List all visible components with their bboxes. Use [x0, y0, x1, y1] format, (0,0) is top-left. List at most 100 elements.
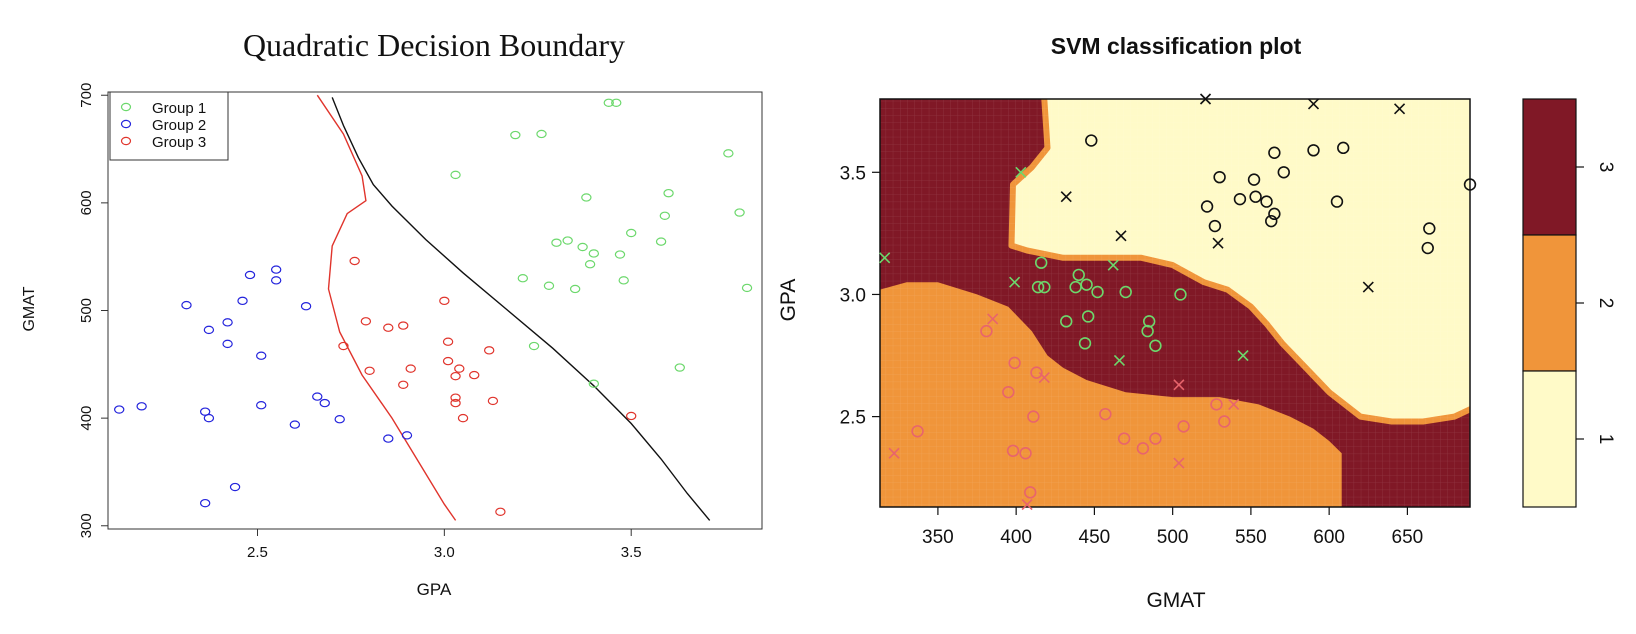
qda-point-group-1 [626, 228, 637, 238]
svm-point-class-3-circle [1078, 337, 1092, 350]
svm-point-class-1-circle [1085, 134, 1098, 147]
qda-scatter-points [114, 98, 753, 516]
svm-point-class-2-circle [1019, 447, 1032, 460]
legend-marker-group-1 [120, 102, 132, 112]
svm-point-class-2-cross [888, 447, 900, 459]
qda-point-group-2 [222, 318, 233, 327]
legend-label-group-3: Group 3 [152, 134, 206, 151]
svm-y-axis-label: GPA [777, 279, 800, 322]
qda-point-group-1 [734, 208, 745, 217]
svm-point-class-3-cross [1015, 166, 1027, 178]
svm-y-tick-label: 2.5 [840, 408, 866, 429]
svm-point-class-1-circle [1265, 214, 1278, 228]
svm-point-class-1-circle [1260, 195, 1273, 208]
legend-marker-group-2 [120, 119, 132, 129]
svm-point-class-2-circle [1117, 432, 1131, 445]
color-key-label-2: 2 [1595, 298, 1616, 309]
qda-point-group-2 [319, 398, 330, 408]
qda-point-group-1 [517, 274, 529, 283]
svm-point-class-1-cross [1212, 237, 1224, 249]
svm-point-class-1-circle [1330, 195, 1344, 208]
qda-x-tick-label: 3.5 [621, 544, 642, 561]
svm-x-tick-label: 650 [1392, 527, 1424, 548]
svm-point-class-2-circle [1136, 442, 1150, 455]
svm-point-class-2-cross [1173, 457, 1185, 469]
qda-point-group-1 [588, 379, 600, 388]
qda-axis-ticks: 2.5 3.0 3.5 300 400 500 600 700 [78, 83, 642, 561]
qda-point-group-2 [222, 339, 233, 349]
qda-boundary-red [316, 94, 457, 521]
qda-point-group-1 [569, 284, 581, 294]
color-key-level-1 [1522, 370, 1577, 508]
svm-point-class-2-circle [1024, 486, 1037, 499]
qda-point-group-3 [626, 411, 637, 421]
qda-point-group-1 [536, 129, 547, 139]
qda-point-group-3 [483, 346, 495, 355]
svm-point-class-3-cross [879, 252, 891, 264]
svm-point-class-2-circle [980, 324, 993, 338]
qda-point-group-1 [663, 188, 674, 198]
qda-point-group-1 [450, 170, 461, 180]
svm-y-tick-label: 3.5 [840, 163, 866, 184]
qda-point-group-3 [349, 256, 360, 266]
svm-point-class-2-cross [1173, 379, 1185, 391]
qda-point-group-3 [450, 393, 461, 402]
legend-label-group-2: Group 2 [152, 117, 206, 134]
qda-point-group-3 [398, 380, 409, 389]
svm-x-axis-label: GMAT [1146, 589, 1205, 612]
qda-point-group-1 [659, 211, 671, 220]
qda-point-group-2 [312, 392, 323, 401]
qda-x-tick-label: 3.0 [434, 544, 455, 561]
svm-point-class-3-circle [1174, 288, 1187, 301]
qda-point-group-3 [450, 371, 461, 381]
svm-point-class-3-cross [1107, 259, 1119, 271]
svm-point-class-1-circle [1463, 178, 1477, 191]
qda-point-group-2 [256, 351, 267, 360]
qda-point-group-3 [398, 321, 409, 330]
svm-y-tick-label: 3.0 [840, 285, 866, 306]
qda-point-group-3 [450, 398, 461, 408]
qda-y-axis-label: GMAT [21, 286, 38, 331]
qda-point-group-1 [528, 341, 540, 351]
qda-point-group-3 [487, 396, 499, 406]
svm-point-class-1-circle [1268, 207, 1281, 221]
qda-point-group-2 [229, 482, 241, 492]
qda-point-group-1 [543, 281, 555, 290]
svm-point-class-1-circle [1249, 190, 1262, 203]
svm-point-class-1-circle [1213, 170, 1226, 184]
svm-point-class-3-circle [1141, 324, 1154, 338]
qda-point-group-2 [300, 301, 312, 311]
svm-point-class-3-circle [1038, 280, 1051, 294]
qda-point-group-2 [203, 413, 215, 423]
qda-point-group-2 [383, 434, 394, 443]
qda-point-group-3 [495, 507, 506, 516]
svm-point-class-2-cross [1021, 498, 1033, 511]
qda-point-group-1 [562, 236, 573, 245]
svm-point-class-3-circle [1060, 315, 1073, 328]
qda-point-group-2 [203, 325, 215, 335]
qda-point-group-2 [244, 270, 256, 280]
qda-point-group-1 [584, 260, 596, 269]
svm-point-class-1-cross [1307, 98, 1320, 110]
qda-point-group-1 [618, 276, 629, 285]
svm-point-class-3-circle [1149, 339, 1162, 352]
svm-point-class-1-circle [1421, 241, 1434, 255]
qda-point-group-2 [270, 265, 282, 274]
qda-y-tick-label: 600 [78, 190, 95, 215]
qda-point-group-1 [614, 250, 626, 259]
svm-grid-overlay [880, 99, 1470, 507]
qda-point-group-3 [338, 341, 349, 351]
svm-point-class-3-cross [1113, 354, 1126, 366]
qda-point-group-1 [551, 238, 562, 247]
svm-point-class-1-circle [1277, 166, 1290, 179]
qda-point-group-1 [741, 283, 753, 293]
svm-axis-ticks: 350 400 450 500 550 600 650 2.5 3.0 3.5 [840, 163, 1424, 548]
svm-point-class-3-cross [1009, 276, 1021, 288]
qda-point-group-1 [577, 242, 588, 252]
qda-point-group-3 [383, 323, 394, 332]
svm-x-tick-label: 400 [1000, 527, 1032, 548]
svm-x-tick-label: 550 [1235, 527, 1267, 548]
qda-y-tick-label: 400 [78, 406, 95, 431]
svm-point-class-1-cross [1060, 191, 1072, 203]
qda-point-group-1 [723, 149, 734, 158]
